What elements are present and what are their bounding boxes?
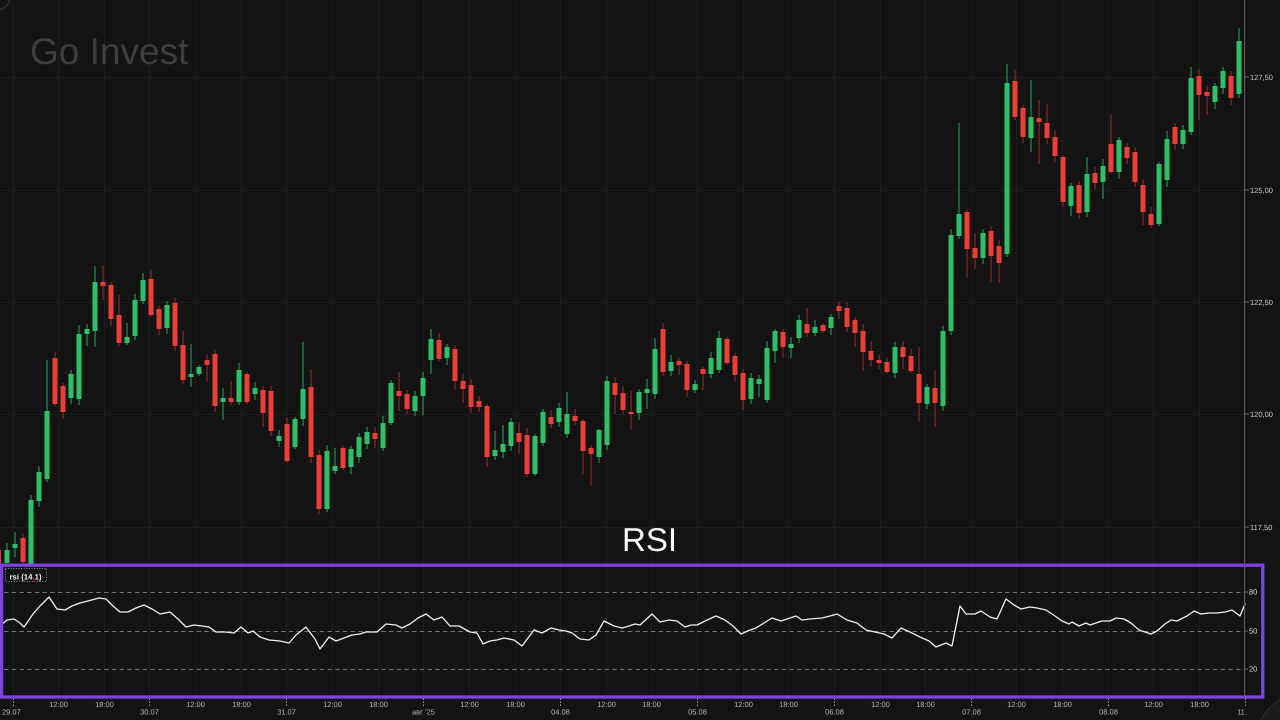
svg-text:20: 20 xyxy=(1249,665,1257,674)
svg-text:18:00: 18:00 xyxy=(642,700,661,709)
svg-text:rsi (14,1): rsi (14,1) xyxy=(10,573,42,582)
svg-text:12:00: 12:00 xyxy=(597,700,616,709)
svg-text:04.08: 04.08 xyxy=(551,708,570,717)
svg-text:29.07: 29.07 xyxy=(2,708,21,717)
svg-text:30.07: 30.07 xyxy=(140,708,159,717)
svg-text:18:00: 18:00 xyxy=(506,700,525,709)
svg-text:18:00: 18:00 xyxy=(95,700,114,709)
svg-text:18:00: 18:00 xyxy=(232,700,251,709)
svg-text:120,00: 120,00 xyxy=(1250,410,1273,419)
svg-text:12:00: 12:00 xyxy=(186,700,205,709)
svg-text:31.07: 31.07 xyxy=(277,708,296,717)
svg-text:RSI: RSI xyxy=(622,521,677,558)
svg-text:07.08: 07.08 xyxy=(962,708,981,717)
svg-text:125,00: 125,00 xyxy=(1250,186,1273,195)
svg-text:11.: 11. xyxy=(1237,708,1247,717)
svg-text:12:00: 12:00 xyxy=(460,700,479,709)
svg-text:18:00: 18:00 xyxy=(369,700,388,709)
svg-text:05.08: 05.08 xyxy=(688,708,707,717)
svg-text:80: 80 xyxy=(1249,588,1257,597)
svg-text:Go Invest: Go Invest xyxy=(30,31,189,72)
svg-text:18:00: 18:00 xyxy=(1053,700,1072,709)
svg-text:50: 50 xyxy=(1249,627,1257,636)
svg-text:12:00: 12:00 xyxy=(49,700,68,709)
svg-text:12:00: 12:00 xyxy=(871,700,890,709)
svg-text:08.08: 08.08 xyxy=(1099,708,1118,717)
svg-text:12:00: 12:00 xyxy=(323,700,342,709)
svg-text:18:00: 18:00 xyxy=(1190,700,1209,709)
svg-text:122,50: 122,50 xyxy=(1250,298,1273,307)
svg-text:12:00: 12:00 xyxy=(734,700,753,709)
svg-text:12:00: 12:00 xyxy=(1007,700,1026,709)
svg-text:12:00: 12:00 xyxy=(1144,700,1163,709)
svg-text:18:00: 18:00 xyxy=(916,700,935,709)
svg-text:06.08: 06.08 xyxy=(825,708,844,717)
svg-text:авг ’25: авг ’25 xyxy=(412,708,435,717)
svg-text:18:00: 18:00 xyxy=(779,700,798,709)
svg-text:117,50: 117,50 xyxy=(1250,523,1272,532)
svg-text:127,50: 127,50 xyxy=(1250,73,1273,82)
